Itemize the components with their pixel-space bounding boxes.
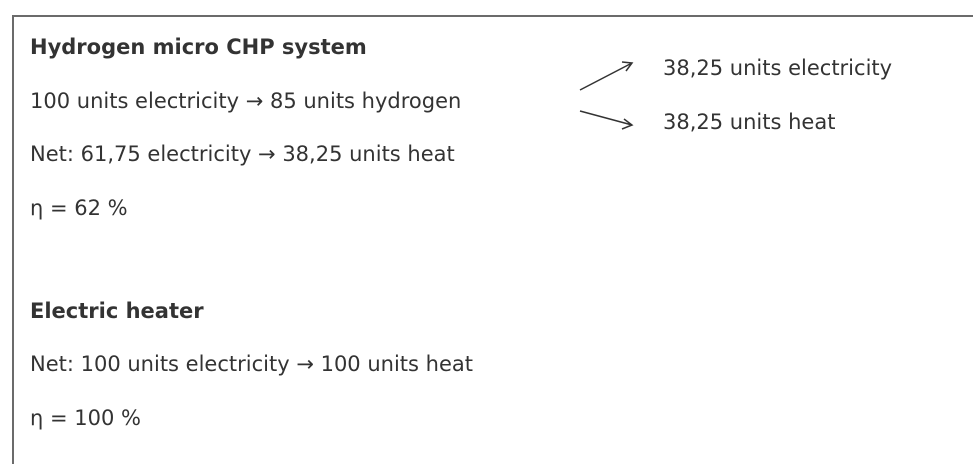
text-line: η = 100 % [30,406,141,430]
section-title: Electric heater [30,299,204,323]
text-line: Net: 100 units electricity → 100 units h… [30,352,473,376]
branch-label: 38,25 units electricity [663,56,892,80]
box-border [12,15,973,464]
text-line: 100 units electricity → 85 units hydroge… [30,89,461,113]
text-line: Net: 61,75 electricity → 38,25 units hea… [30,142,455,166]
text-line: η = 62 % [30,196,128,220]
section-title: Hydrogen micro CHP system [30,35,367,59]
branch-label: 38,25 units heat [663,110,835,134]
branch-arrows [579,61,634,130]
